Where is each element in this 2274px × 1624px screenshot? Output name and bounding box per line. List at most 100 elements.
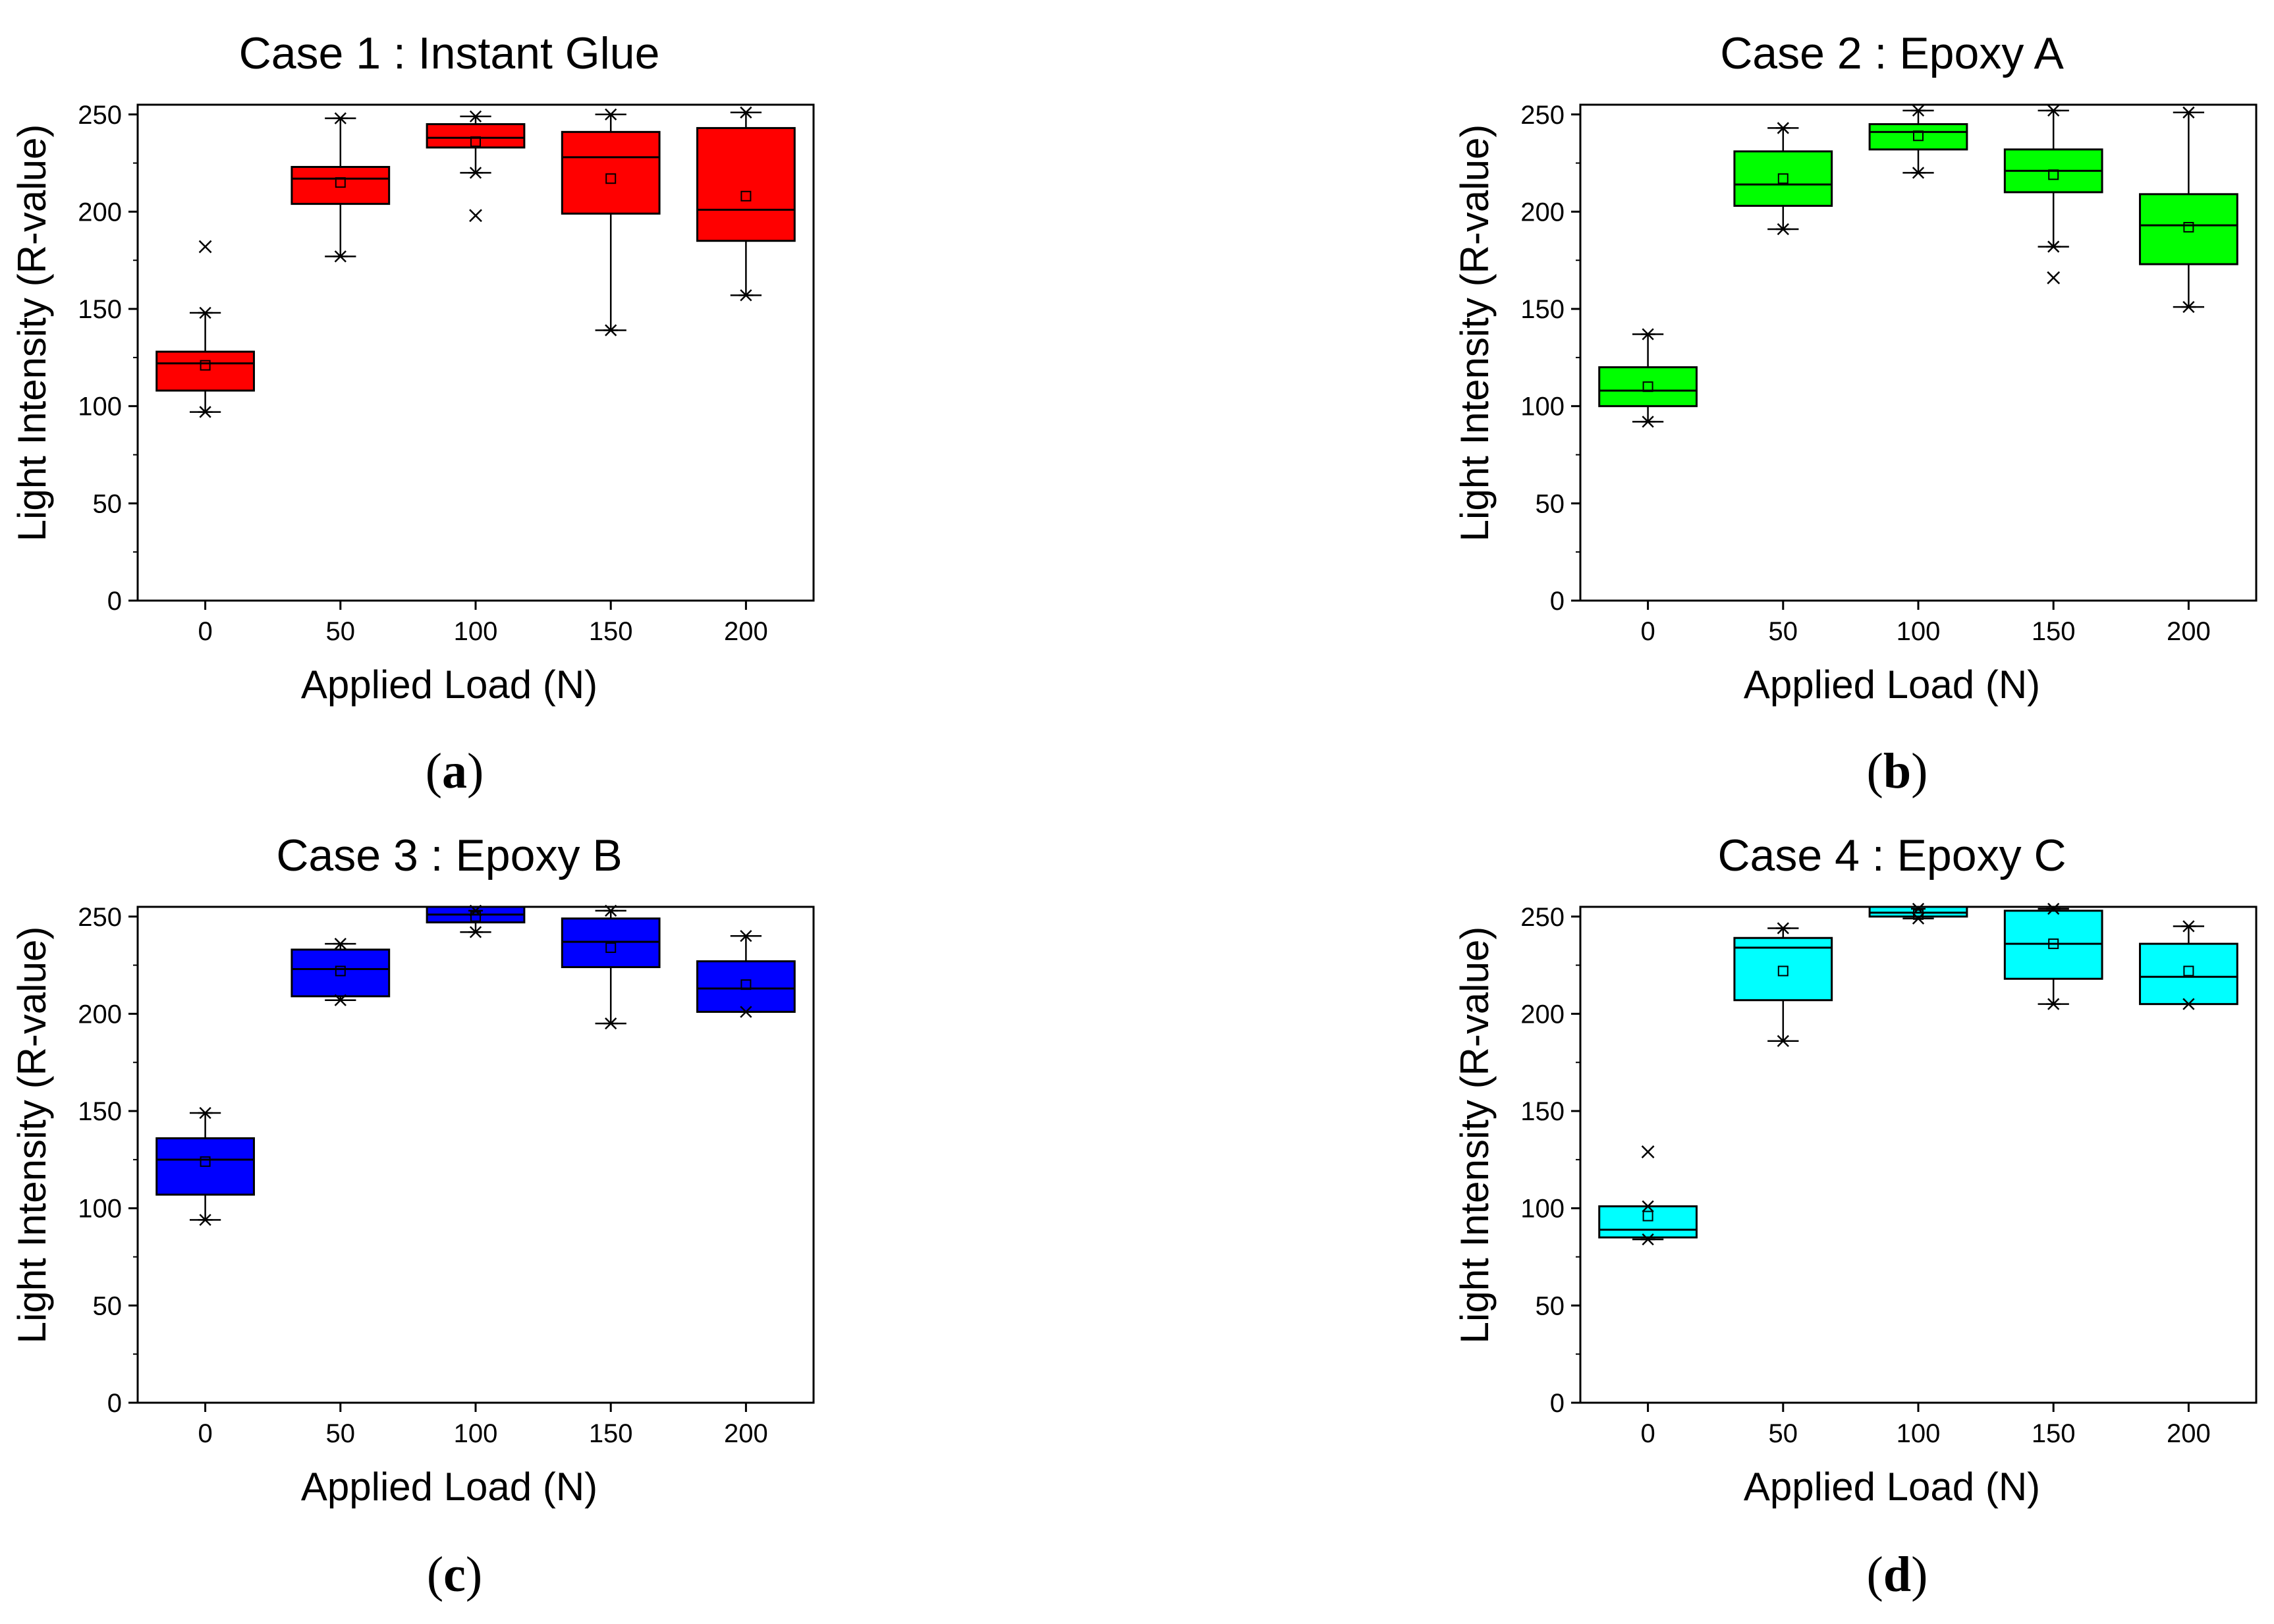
min-marker: [468, 926, 483, 938]
max-marker: [1775, 922, 1790, 934]
min-marker: [1640, 416, 1655, 428]
y-tick-label: 100: [78, 392, 122, 421]
box-0: [1598, 1145, 1698, 1246]
max-marker: [738, 106, 754, 119]
mean-marker: [1913, 130, 1924, 142]
min-marker: [333, 994, 348, 1006]
max-marker: [2181, 106, 2196, 119]
y-tick-label: 200: [78, 1000, 122, 1029]
x-axis-label: Applied Load (N): [1744, 663, 2040, 707]
max-marker: [1911, 104, 1926, 117]
mean-marker: [470, 136, 481, 148]
panel-label-a: (a): [425, 744, 484, 799]
box-50: [1733, 122, 1833, 236]
max-marker: [333, 937, 348, 950]
box-body: [291, 948, 391, 998]
box-50: [291, 112, 391, 263]
y-axis-label: Light Intensity (R-value): [1453, 124, 1497, 542]
x-axis-label: Applied Load (N): [301, 1465, 597, 1509]
y-axis-label: Light Intensity (R-value): [10, 124, 54, 542]
x-axis-label: Applied Load (N): [301, 663, 597, 707]
y-tick-label: 200: [78, 198, 122, 227]
box-150: [561, 108, 661, 337]
box-200: [696, 106, 796, 302]
max-marker: [1775, 122, 1790, 134]
x-tick-label: 150: [589, 617, 633, 646]
y-tick-label: 0: [1550, 1389, 1565, 1418]
min-marker: [603, 324, 619, 337]
box-200: [2139, 920, 2238, 1010]
x-tick-label: 150: [589, 1419, 633, 1448]
mean-marker: [2048, 938, 2059, 950]
x-tick-label: 150: [2032, 1419, 2076, 1448]
chart-panel-d: Case 4 : Epoxy C 0 50 100 150 200 250 0 50 100 150…: [1453, 830, 2258, 1509]
min-marker: [1640, 1233, 1655, 1246]
mean-marker: [605, 173, 617, 184]
x-tick-label: 50: [1769, 1419, 1798, 1448]
x-tick-label: 100: [1897, 1419, 1941, 1448]
box-100: [426, 110, 526, 223]
max-marker: [2046, 104, 2061, 117]
box-body: [291, 165, 391, 205]
box-body: [1598, 366, 1698, 408]
x-tick-label: 100: [454, 1419, 498, 1448]
y-tick-label: 100: [1520, 392, 1565, 421]
mean-marker: [1777, 173, 1789, 184]
box-body: [1733, 150, 1833, 207]
x-tick-label: 50: [326, 1419, 356, 1448]
box-body: [426, 123, 526, 149]
chart-title: Case 3 : Epoxy B: [276, 830, 622, 880]
outlier-marker: [469, 209, 482, 223]
min-marker: [1775, 1035, 1790, 1047]
max-marker: [738, 930, 754, 942]
x-tick-label: 0: [198, 617, 212, 646]
box-100: [426, 904, 526, 938]
x-axis-label: Applied Load (N): [1744, 1465, 2040, 1509]
x-tick-label: 200: [2167, 1419, 2211, 1448]
box-0: [155, 1106, 255, 1226]
y-tick-label: 100: [78, 1195, 122, 1224]
x-tick-label: 50: [1769, 617, 1798, 646]
min-marker: [1775, 223, 1790, 236]
y-axis-label: Light Intensity (R-value): [10, 927, 54, 1344]
y-tick-label: 150: [78, 1097, 122, 1126]
mean-marker: [1642, 1210, 1653, 1222]
max-marker: [198, 306, 213, 319]
box-50: [291, 937, 391, 1006]
chart-title: Case 2 : Epoxy A: [1720, 28, 2064, 78]
max-marker: [603, 108, 619, 121]
min-marker: [333, 250, 348, 263]
min-marker: [738, 1006, 754, 1018]
panel-label-d: (d): [1866, 1547, 1928, 1602]
chart-panel-a: Case 1 : Instant Glue 0 50 100 150 200 250 0 50 1…: [10, 28, 815, 707]
plot-frame: [1579, 103, 2258, 602]
box-body: [696, 126, 796, 242]
box-150: [2003, 902, 2103, 1010]
min-marker: [2181, 998, 2196, 1010]
y-tick-label: 0: [1550, 587, 1565, 616]
min-marker: [603, 1017, 619, 1030]
mean-marker: [200, 1156, 211, 1167]
min-marker: [1911, 167, 1926, 179]
y-tick-label: 50: [1536, 1291, 1565, 1320]
max-marker: [2181, 920, 2196, 933]
y-tick-label: 50: [93, 1291, 123, 1320]
min-marker: [198, 406, 213, 418]
x-tick-label: 100: [454, 617, 498, 646]
y-tick-label: 250: [78, 903, 122, 932]
mean-marker: [740, 979, 752, 990]
min-marker: [1911, 912, 1926, 925]
box-body: [561, 130, 661, 215]
min-marker: [738, 289, 754, 302]
y-tick-label: 150: [1520, 1097, 1565, 1126]
y-tick-label: 100: [1520, 1195, 1565, 1224]
box-body: [2139, 193, 2238, 265]
max-marker: [468, 110, 483, 122]
max-marker: [1911, 902, 1926, 915]
max-marker: [2046, 902, 2061, 915]
mean-marker: [1777, 965, 1789, 977]
mean-marker: [470, 911, 481, 922]
y-tick-label: 250: [1520, 903, 1565, 932]
x-tick-label: 200: [724, 1419, 768, 1448]
